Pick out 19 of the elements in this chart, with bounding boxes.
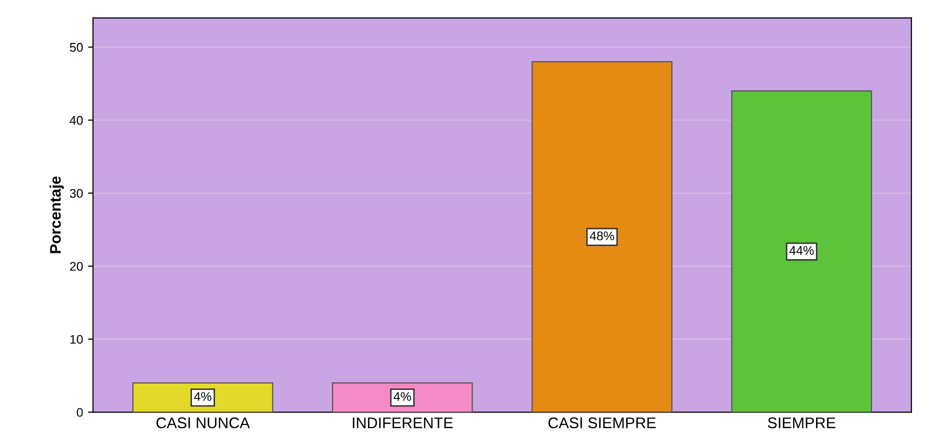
x-tick-label: SIEMPRE [768, 417, 836, 428]
y-tick-label: 0 [76, 408, 83, 417]
bar [731, 90, 872, 412]
bar [532, 61, 672, 412]
x-tick-label: CASI NUNCA [156, 417, 250, 428]
data-label: 48% [590, 231, 614, 240]
y-tick-label: 10 [70, 334, 83, 344]
y-axis-title: Porcentaje [50, 176, 64, 254]
y-tick-label: 40 [70, 116, 83, 125]
y-tick-label: 20 [70, 262, 83, 271]
x-tick-label: CASI SIEMPRE [548, 417, 656, 428]
bar [332, 382, 473, 412]
bar [132, 382, 274, 412]
data-label: 44% [789, 246, 814, 255]
data-label: 4% [394, 392, 411, 401]
y-tick-label: 30 [70, 188, 83, 198]
data-label: 4% [194, 392, 212, 401]
x-tick-label: INDIFERENTE [352, 418, 453, 428]
y-tick-label: 50 [70, 42, 83, 52]
